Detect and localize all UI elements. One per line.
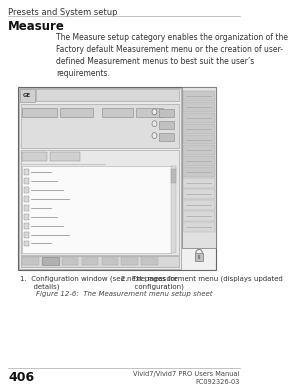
Bar	[19, 88, 181, 269]
Bar	[102, 257, 118, 265]
Text: Vivid7/Vivid7 PRO Users Manual
FC092326-03: Vivid7/Vivid7 PRO Users Manual FC092326-…	[133, 371, 239, 385]
Bar	[22, 166, 171, 253]
Bar	[183, 156, 215, 166]
Bar	[122, 257, 138, 265]
Bar	[24, 187, 29, 193]
Bar	[141, 257, 158, 265]
Bar	[136, 108, 163, 117]
Text: Figure 12-6:  The Measurement menu setup sheet: Figure 12-6: The Measurement menu setup …	[36, 291, 212, 297]
Text: 2.  The measurement menu (displays updated
      configuration): 2. The measurement menu (displays update…	[121, 275, 282, 290]
Bar	[21, 256, 179, 267]
Bar	[42, 257, 58, 265]
Bar	[183, 135, 215, 144]
Bar	[60, 108, 93, 117]
Bar	[62, 257, 79, 265]
Bar	[159, 109, 174, 117]
Circle shape	[152, 109, 157, 115]
Bar	[171, 166, 176, 253]
Bar	[24, 205, 29, 211]
Bar	[22, 152, 47, 161]
Circle shape	[152, 121, 157, 127]
Bar	[183, 222, 215, 232]
Bar	[22, 257, 39, 265]
Bar	[42, 257, 58, 265]
Bar	[183, 189, 215, 199]
Bar	[21, 104, 179, 149]
Bar	[171, 169, 176, 183]
Bar	[159, 133, 174, 140]
Bar	[24, 214, 29, 220]
Bar	[183, 178, 215, 188]
Bar	[24, 196, 29, 202]
Bar	[183, 200, 215, 210]
Bar	[35, 89, 179, 101]
Text: The Measure setup category enables the organization of the
Factory default Measu: The Measure setup category enables the o…	[56, 33, 288, 78]
Bar	[20, 89, 35, 102]
Bar	[183, 91, 215, 101]
Circle shape	[152, 133, 157, 139]
Text: Presets and System setup: Presets and System setup	[8, 8, 118, 17]
Text: Measure: Measure	[8, 20, 65, 33]
Bar	[198, 255, 200, 259]
Bar	[18, 87, 216, 270]
Bar	[159, 121, 174, 129]
Bar	[24, 232, 29, 237]
Bar	[82, 257, 98, 265]
Bar	[24, 169, 29, 175]
Bar	[24, 178, 29, 184]
Bar	[183, 146, 215, 155]
Text: 406: 406	[8, 371, 34, 384]
Bar	[24, 241, 29, 246]
Bar	[195, 253, 203, 261]
Bar	[183, 102, 215, 112]
Bar	[183, 113, 215, 123]
Bar	[183, 167, 215, 177]
Bar	[183, 124, 215, 133]
Bar	[22, 108, 57, 117]
Bar	[182, 87, 216, 248]
Bar	[21, 151, 179, 255]
Text: 1.  Configuration window (see next pages for
      details): 1. Configuration window (see next pages …	[20, 275, 177, 290]
Text: GE: GE	[23, 93, 32, 98]
Bar	[24, 223, 29, 229]
Bar	[50, 152, 80, 161]
Bar	[102, 108, 133, 117]
Bar	[183, 211, 215, 221]
